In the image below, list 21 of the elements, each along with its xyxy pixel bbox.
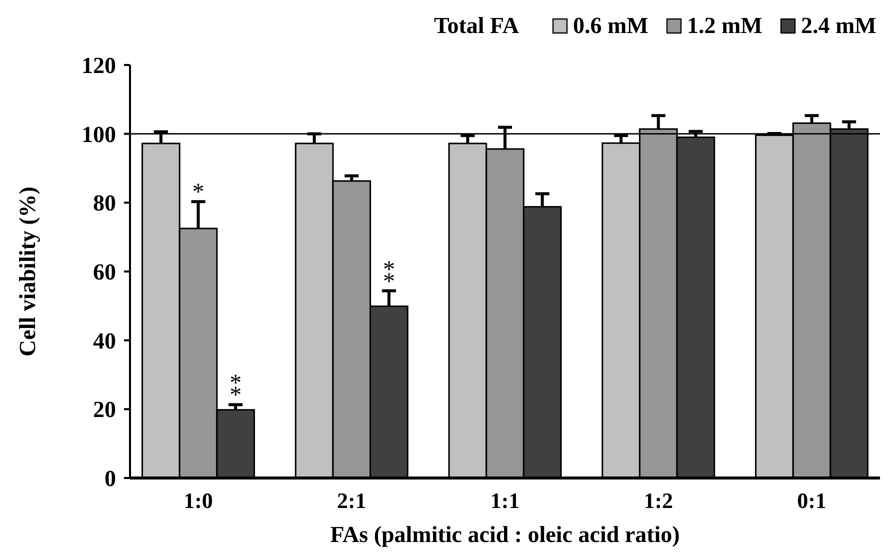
y-tick-label: 0: [104, 466, 116, 492]
y-tick-label: 40: [93, 328, 116, 354]
y-tick-label: 60: [93, 260, 116, 285]
x-tick-label: 1:1: [490, 488, 520, 513]
x-tick-label: 0:1: [797, 488, 826, 513]
legend-label: 2.4 mM: [801, 13, 877, 38]
annotation: *: [192, 180, 204, 206]
legend-label: 1.2 mM: [687, 13, 763, 38]
x-tick-label: 1:2: [644, 488, 674, 513]
x-axis-title: FAs (palmitic acid : oleic acid ratio): [330, 522, 680, 547]
annotation: **: [230, 370, 242, 409]
legend-title: Total FA: [434, 13, 520, 38]
y-tick-label: 80: [93, 190, 116, 216]
y-tick-label: 100: [82, 122, 116, 147]
annotation: **: [382, 256, 395, 295]
y-tick-label: 20: [93, 397, 116, 422]
x-tick-label: 2:1: [336, 488, 366, 513]
legend-label: 0.6 mM: [573, 13, 649, 38]
y-tick-label: 120: [82, 53, 116, 78]
y-axis-title: Cell viability (%): [15, 186, 40, 356]
x-tick-label: 1:0: [184, 488, 213, 513]
